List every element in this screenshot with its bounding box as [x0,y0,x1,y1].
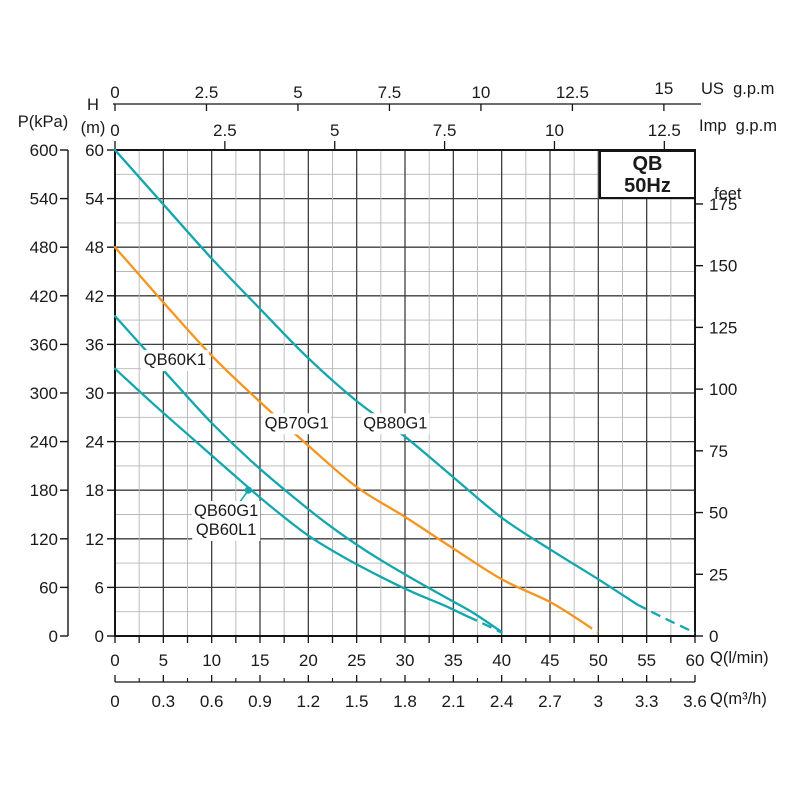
p-axis-tick-label: 360 [30,335,58,354]
m3h-tick-label: 3.6 [683,692,707,711]
m3h-tick-label: 0.9 [248,692,272,711]
chart-title-box: QB 50Hz [599,150,696,199]
imp-gpm-axis-label: Imp g.p.m [699,117,777,135]
imp-gpm-tick-label: 0 [110,121,119,140]
feet-axis-tick-label: 25 [709,565,728,584]
us-gpm-axis-label: US g.p.m [701,80,775,98]
curve-dashed-tail-QB80G1 [636,603,696,634]
m3h-tick-label: 2.4 [490,692,514,711]
curve-QB70G1 [113,246,585,625]
h-axis-tick-label: 54 [85,190,104,209]
curve-label-QB60G1: QB60G1 [194,502,258,520]
lmin-tick-label: 40 [492,651,511,670]
us-gpm-tick-label: 15 [654,79,673,98]
chart-title-frequency: 50Hz [624,174,671,197]
m3h-tick-label: 3.3 [635,692,659,711]
m3h-tick-label: 0 [110,692,119,711]
curve-dashed-tail-QB60G1-QB60L1 [467,615,503,634]
p-axis-tick-label: 420 [30,287,58,306]
head-axis-letter-label: H [87,96,99,114]
feet-axis-tick-label: 0 [709,627,718,646]
m3h-tick-label: 0.3 [152,692,176,711]
lmin-tick-label: 5 [159,651,168,670]
curve-label-QB60K1: QB60K1 [144,351,206,369]
head-axis-unit-label: (m) [80,119,106,137]
m3h-tick-label: 1.8 [393,692,417,711]
imp-gpm-tick-label: 7.5 [433,121,457,140]
flow-lmin-axis-label: Q(l/min) [710,649,769,667]
curve-dashed-tail-QB70G1 [583,622,599,634]
curve-label-bg [140,350,209,372]
m3h-tick-label: 2.1 [442,692,466,711]
lmin-tick-label: 50 [589,651,608,670]
curve-label-bg [192,500,261,541]
m3h-tick-label: 2.7 [538,692,562,711]
chart-title-model: QB [632,152,663,175]
lmin-tick-label: 35 [444,651,463,670]
lmin-tick-label: 60 [686,651,705,670]
curve-label-bg [262,413,331,435]
us-gpm-tick-label: 7.5 [378,83,402,102]
curve-QB80G1 [113,148,639,606]
lmin-tick-label: 20 [299,651,318,670]
m3h-tick-label: 0.6 [200,692,224,711]
feet-axis-tick-label: 150 [709,257,737,276]
p-axis-tick-label: 240 [30,433,58,452]
curve-label-QB60L1: QB60L1 [196,521,257,539]
p-axis-tick-label: 0 [49,627,58,646]
us-gpm-tick-label: 0 [110,83,119,102]
curve-marker-dot [244,486,252,494]
lmin-tick-label: 15 [251,651,270,670]
lmin-tick-label: 10 [202,651,221,670]
imp-gpm-tick-label: 12.5 [648,121,681,140]
p-axis-tick-label: 180 [30,481,58,500]
h-axis-tick-label: 12 [85,530,104,549]
lmin-tick-label: 0 [110,651,119,670]
p-axis-tick-label: 120 [30,530,58,549]
curve-label-bg [361,413,430,435]
us-gpm-tick-label: 2.5 [195,83,219,102]
p-axis-tick-label: 600 [30,141,58,160]
h-axis-tick-label: 48 [85,238,104,257]
feet-axis-tick-label: 125 [709,318,737,337]
pressure-axis-unit-label: P(kPa) [17,113,69,131]
curve-QB60K1 [113,314,503,634]
imp-gpm-tick-label: 2.5 [213,121,237,140]
curve-QB60G1-QB60L1 [113,367,469,618]
us-gpm-tick-label: 5 [293,83,302,102]
feet-axis-label: feet [714,185,742,203]
us-gpm-tick-label: 12.5 [556,83,589,102]
h-axis-tick-label: 30 [85,384,104,403]
feet-axis-tick-label: 50 [709,504,728,523]
lmin-tick-label: 30 [396,651,415,670]
h-axis-tick-label: 18 [85,481,104,500]
p-axis-tick-label: 480 [30,238,58,257]
p-axis-tick-label: 300 [30,384,58,403]
p-axis-tick-label: 60 [39,578,58,597]
lmin-tick-label: 25 [347,651,366,670]
curve-label-QB80G1: QB80G1 [363,414,427,432]
h-axis-tick-label: 42 [85,287,104,306]
h-axis-tick-label: 36 [85,335,104,354]
lmin-tick-label: 55 [637,651,656,670]
imp-gpm-tick-label: 5 [330,121,339,140]
flow-m3h-axis-label: Q(m³/h) [710,690,767,708]
m3h-tick-label: 1.2 [297,692,321,711]
feet-axis-tick-label: 175 [709,195,737,214]
lmin-tick-label: 45 [541,651,560,670]
p-axis-tick-label: 540 [30,190,58,209]
feet-axis-tick-label: 75 [709,442,728,461]
us-gpm-tick-label: 10 [471,83,490,102]
h-axis-tick-label: 60 [85,141,104,160]
h-axis-tick-label: 0 [95,627,104,646]
m3h-tick-label: 1.5 [345,692,369,711]
h-axis-tick-label: 6 [95,578,104,597]
h-axis-tick-label: 24 [85,433,104,452]
feet-axis-tick-label: 100 [709,380,737,399]
imp-gpm-tick-label: 10 [545,121,564,140]
m3h-tick-label: 3 [594,692,603,711]
curve-label-QB70G1: QB70G1 [265,414,329,432]
